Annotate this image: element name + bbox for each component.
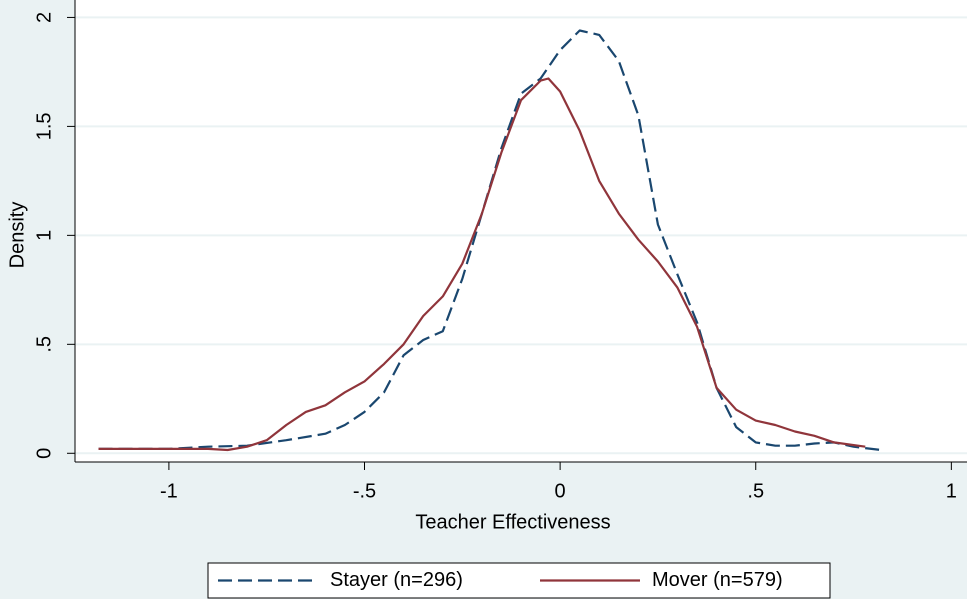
x-tick-label: .5 (747, 480, 764, 502)
y-tick-label: .5 (33, 336, 55, 353)
density-line (98, 29, 882, 452)
x-axis-label: Teacher Effectiveness (415, 511, 610, 533)
legend-label: Mover (n=579) (652, 569, 783, 591)
plot-area (75, 0, 967, 462)
density-line (98, 77, 866, 452)
y-tick-label: 1.5 (33, 112, 55, 140)
y-tick-label: 0 (33, 448, 55, 459)
x-tick-label: 0 (555, 480, 566, 502)
y-tick-label: 1 (33, 230, 55, 241)
y-tick-label: 2 (33, 12, 55, 23)
x-tick-label: 1 (946, 480, 957, 502)
y-axis-label: Density (6, 202, 28, 269)
x-tick-label: -.5 (353, 480, 376, 502)
x-tick-label: -1 (160, 480, 178, 502)
legend-label: Stayer (n=296) (330, 569, 463, 591)
